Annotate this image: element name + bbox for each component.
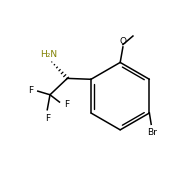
Text: F: F [29, 86, 34, 95]
Text: O: O [119, 37, 126, 46]
Text: Br: Br [147, 128, 157, 137]
Text: F: F [64, 100, 69, 109]
Text: F: F [45, 114, 50, 123]
Text: H₂N: H₂N [41, 50, 58, 59]
